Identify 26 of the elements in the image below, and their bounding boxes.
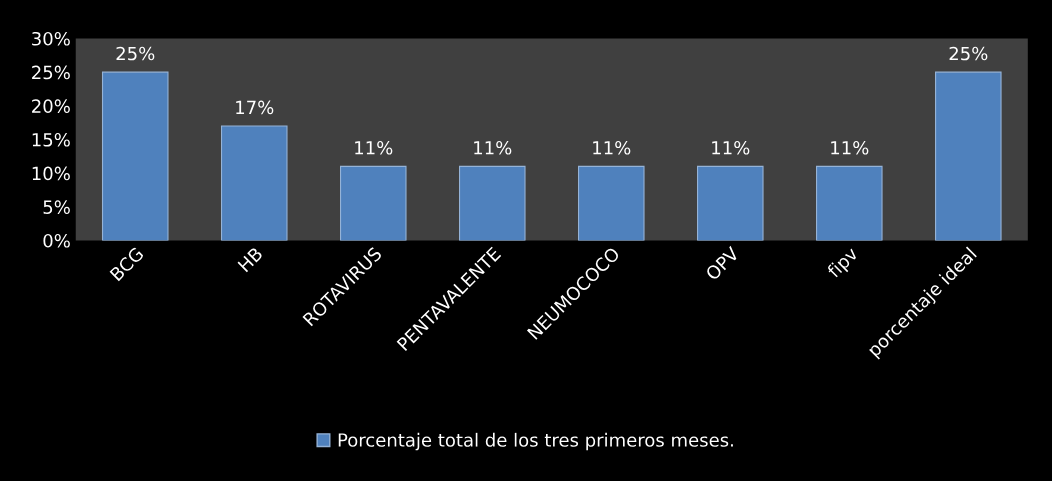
y-tick-label: 20% — [32, 99, 70, 113]
x-tick-label: fipv — [825, 245, 862, 282]
text: 25% — [116, 46, 155, 61]
text: 11% — [474, 140, 512, 155]
text: 11% — [355, 140, 393, 155]
text: 11% — [712, 140, 750, 155]
text: 17% — [236, 100, 274, 115]
bar — [339, 165, 407, 241]
y-tick-label: 30% — [32, 31, 70, 46]
y-tick-label: 5% — [43, 200, 70, 214]
y-tick-label: 15% — [32, 132, 70, 147]
y-tick-label: 10% — [32, 166, 70, 181]
text: 11% — [831, 140, 869, 155]
bar — [458, 165, 526, 241]
bar — [816, 165, 883, 241]
bar — [220, 125, 288, 241]
y-tick-label: 0% — [43, 233, 70, 248]
bar — [697, 165, 764, 241]
bar — [101, 71, 169, 241]
x-tick-label: HB — [237, 246, 264, 273]
bar — [577, 165, 645, 241]
legend-label: Porcentaje total de los tres primeros meses. — [338, 432, 733, 451]
y-tick-label: 25% — [32, 65, 70, 80]
text: 25% — [949, 46, 988, 61]
text: 11% — [593, 140, 631, 155]
bar — [935, 71, 1002, 241]
